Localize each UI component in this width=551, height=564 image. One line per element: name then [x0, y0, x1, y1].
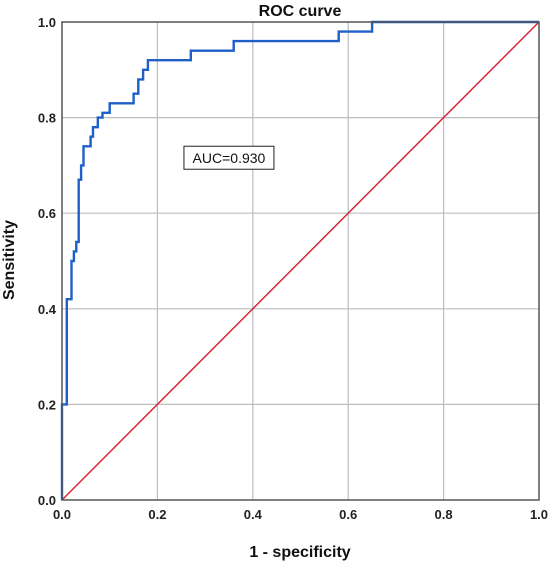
- y-tick-label: 1.0: [38, 15, 56, 30]
- x-tick-label: 0.4: [244, 507, 263, 522]
- x-tick-label: 0.0: [53, 507, 71, 522]
- chart-title: ROC curve: [259, 3, 342, 20]
- y-tick-label: 0.8: [38, 111, 56, 126]
- y-axis-title: Sensitivity: [1, 220, 18, 300]
- roc-curve-line: [60, 20, 539, 500]
- x-tick-label: 0.6: [339, 507, 357, 522]
- y-tick-label: 0.6: [38, 206, 56, 221]
- reference-diagonal-line: [61, 21, 540, 501]
- grid-lines: [62, 22, 539, 500]
- x-axis-title: 1 - specificity: [249, 544, 350, 561]
- auc-annotation-box: [183, 145, 275, 170]
- x-tick-label: 0.8: [435, 507, 453, 522]
- plot-frame: [61, 21, 540, 501]
- auc-annotation: AUC=0.930: [193, 150, 266, 166]
- x-tick-label: 1.0: [530, 507, 548, 522]
- data-layer: [60, 20, 540, 501]
- tick-labels: 0.0 0.2 0.4 0.6 0.8 1.0 0.0 0.2 0.4 0.6 0.8 1.0: [38, 15, 548, 522]
- y-tick-label: 0.4: [38, 302, 57, 317]
- y-tick-label: 0.0: [38, 493, 56, 508]
- x-tick-label: 0.2: [148, 507, 166, 522]
- y-tick-label: 0.2: [38, 397, 56, 412]
